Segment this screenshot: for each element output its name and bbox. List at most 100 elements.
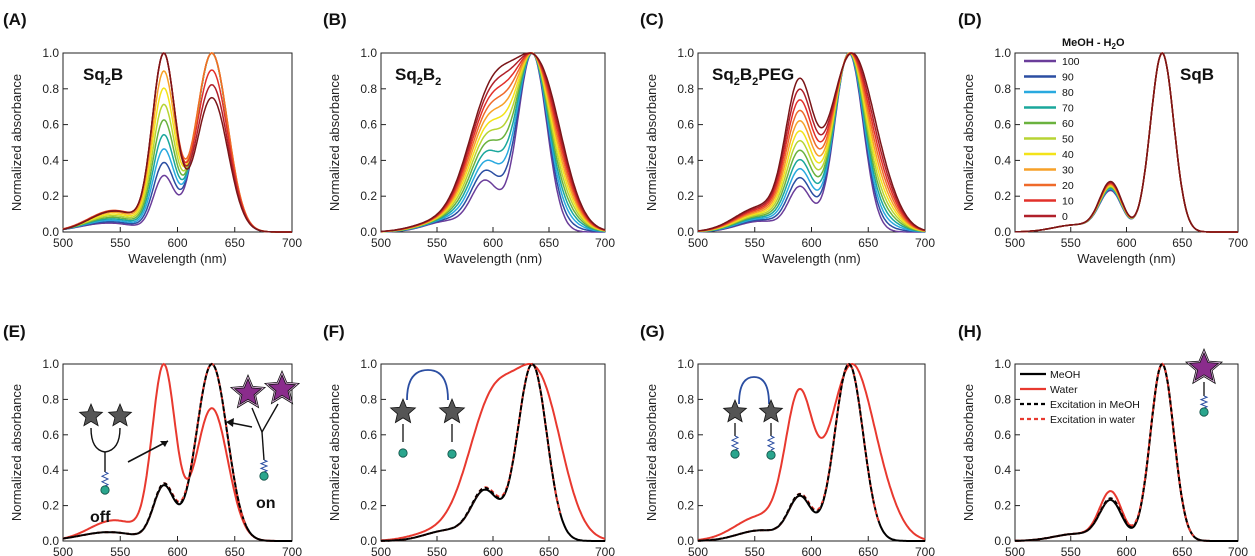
spectrum-D-11 xyxy=(1015,52,1238,233)
y-tick-label: 1.0 xyxy=(360,357,377,371)
legend-entry: Excitation in water xyxy=(1050,414,1136,426)
y-tick-label: 0.8 xyxy=(677,392,694,406)
spectrum-C-4 xyxy=(697,52,926,233)
y-tick-label: 0.8 xyxy=(42,392,59,406)
legend-entry: 80 xyxy=(1062,87,1074,99)
y-tick-label: 0.2 xyxy=(42,499,59,513)
excitation-water xyxy=(697,362,881,542)
y-tick-label: 0.0 xyxy=(360,225,377,239)
x-tick-label: 550 xyxy=(110,236,130,250)
purple-star-icon xyxy=(267,373,297,402)
y-tick-label: 0.2 xyxy=(360,189,377,203)
compound-label: SqB xyxy=(1180,65,1214,84)
purple-star-icon xyxy=(1188,351,1220,381)
x-tick-label: 650 xyxy=(225,545,245,556)
x-tick-label: 650 xyxy=(539,545,559,556)
x-tick-label: 550 xyxy=(1061,545,1081,556)
y-tick-label: 0.6 xyxy=(994,118,1011,132)
compound-label: Sq2B2 xyxy=(395,65,441,88)
excitation-water xyxy=(1015,362,1195,542)
arrow-icon xyxy=(127,440,169,463)
x-tick-label: 550 xyxy=(1061,236,1081,250)
compound-label: Sq2B xyxy=(83,65,123,88)
y-tick-label: 0.0 xyxy=(994,225,1011,239)
plot-frame xyxy=(380,363,606,542)
legend-entry: MeOH xyxy=(1050,369,1080,381)
y-axis-label: Normalized absorbance xyxy=(644,384,659,521)
x-tick-label: 500 xyxy=(371,236,391,250)
legend-entry: 90 xyxy=(1062,72,1074,84)
x-tick-label: 600 xyxy=(483,545,503,556)
legend-entry: Water xyxy=(1050,384,1078,396)
x-tick-label: 700 xyxy=(915,545,935,556)
annotation-off: off xyxy=(90,509,111,526)
dark-star-icon xyxy=(758,398,784,423)
x-tick-label: 500 xyxy=(688,545,708,556)
legend-entry: 60 xyxy=(1062,118,1074,130)
y-axis-label: Normalized absorbance xyxy=(644,74,659,211)
y-tick-label: 0.0 xyxy=(994,534,1011,548)
y-tick-label: 0.0 xyxy=(360,534,377,548)
x-tick-label: 650 xyxy=(539,236,559,250)
y-tick-label: 1.0 xyxy=(360,46,377,60)
y-tick-label: 0.4 xyxy=(42,463,59,477)
y-tick-label: 1.0 xyxy=(677,46,694,60)
y-tick-label: 0.4 xyxy=(360,463,377,477)
legend-entry: 70 xyxy=(1062,103,1074,115)
y-tick-label: 0.2 xyxy=(360,499,377,513)
panel-letter: (E) xyxy=(3,322,26,341)
y-tick-label: 0.0 xyxy=(42,225,59,239)
y-tick-label: 0.8 xyxy=(360,82,377,96)
x-tick-label: 550 xyxy=(427,545,447,556)
panel-letter: (B) xyxy=(323,10,347,29)
spectrum-C-5 xyxy=(697,52,926,233)
x-tick-label: 600 xyxy=(1116,545,1136,556)
y-tick-label: 0.2 xyxy=(994,499,1011,513)
y-tick-label: 0.6 xyxy=(677,428,694,442)
panel-bottom-D-axes: 5005506006507000.00.20.40.60.81.0Wavelen… xyxy=(961,357,1248,556)
spring-icon xyxy=(1199,395,1209,409)
legend-entry: Excitation in MeOH xyxy=(1050,399,1140,411)
y-tick-label: 0.8 xyxy=(42,82,59,96)
dark-star-icon xyxy=(722,398,748,423)
annotation-on: on xyxy=(256,495,276,512)
y-tick-label: 0.6 xyxy=(360,118,377,132)
excitation-meoh xyxy=(381,363,556,542)
x-tick-label: 700 xyxy=(282,545,302,556)
panel-D-axes: 500 550 600 650 7000.00.20.40.60.81.0Wavelen… xyxy=(961,46,1248,266)
legend-entry: 30 xyxy=(1062,165,1074,177)
panel-B-axes: 500 550 600 650 700 0.0 0.2 0.4 0.6 0.8 1.0 Wavelen… xyxy=(327,46,615,266)
x-tick-label: 500 xyxy=(53,236,73,250)
x-tick-label: 500 xyxy=(1005,236,1025,250)
y-tick-label: 0.4 xyxy=(677,463,694,477)
panel-bottom-B-axes: 5005506006507000.00.20.40.60.81.0Wavelen… xyxy=(327,357,615,556)
spectrum-C-9 xyxy=(697,52,926,232)
x-tick-label: 700 xyxy=(595,236,615,250)
x-tick-label: 700 xyxy=(915,236,935,250)
y-tick-label: 0.4 xyxy=(994,153,1011,167)
y-tick-label: 0.2 xyxy=(994,189,1011,203)
x-tick-label: 650 xyxy=(1172,545,1192,556)
y-tick-label: 0.2 xyxy=(677,499,694,513)
spectrum-B-11 xyxy=(380,52,606,233)
arrow-head-icon xyxy=(160,441,168,447)
y-tick-label: 0.0 xyxy=(677,225,694,239)
panel-A-axes: 500 550 600 650 700 0.0 0.2 0.4 0.6 0.8 1.0 Wavelen… xyxy=(9,46,302,266)
spectrum-C-11 xyxy=(697,52,926,232)
y-tick-label: 0.8 xyxy=(994,82,1011,96)
legend-entry: 100 xyxy=(1062,56,1080,68)
spring-icon xyxy=(100,471,110,487)
x-tick-label: 650 xyxy=(858,545,878,556)
x-tick-label: 600 xyxy=(1116,236,1136,250)
y-tick-label: 1.0 xyxy=(994,357,1011,371)
spectrum-A-11 xyxy=(62,52,292,233)
bead-icon xyxy=(259,471,269,481)
y-axis-label: Normalized absorbance xyxy=(961,384,976,521)
y-axis-label: Normalized absorbance xyxy=(961,74,976,211)
y-tick-label: 0.8 xyxy=(677,82,694,96)
excitation-meoh xyxy=(697,362,875,542)
legend-entry: 40 xyxy=(1062,149,1074,161)
spring-icon xyxy=(766,435,776,451)
y-tick-label: 0.8 xyxy=(994,392,1011,406)
